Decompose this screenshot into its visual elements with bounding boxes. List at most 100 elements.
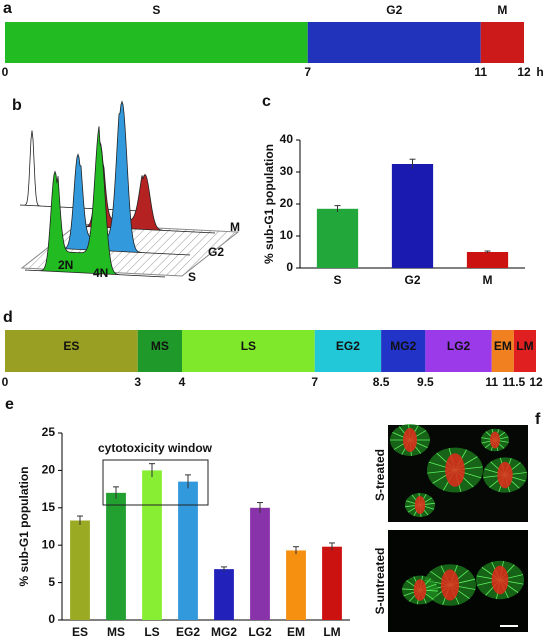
phase-segment (491, 330, 514, 372)
chromosome (497, 461, 513, 489)
chromosome (440, 569, 460, 601)
phase-label: LS (241, 339, 256, 353)
phase-segment (5, 330, 138, 372)
panel-label: d (3, 309, 13, 326)
phase-label: MS (151, 339, 169, 353)
bar (322, 546, 342, 620)
bar (466, 252, 509, 268)
y-tick-label: 0 (48, 612, 55, 626)
y-axis-label: % sub-G1 population (262, 144, 276, 264)
bar (391, 164, 434, 268)
annotation: cytotoxicity window (98, 441, 213, 455)
chromosome (414, 496, 426, 514)
chromosome (413, 579, 427, 601)
bar (250, 507, 270, 620)
bar (214, 569, 234, 620)
y-tick-label: 20 (42, 463, 56, 477)
bar (316, 208, 359, 268)
x-tick-label: 12 (517, 65, 531, 79)
annotation-box: cytotoxicity window (98, 441, 213, 506)
x-tick-label: 8.5 (373, 375, 390, 389)
image-label: S-treated (373, 449, 387, 501)
y-tick-label: 40 (280, 132, 294, 146)
y-tick-label: 25 (42, 425, 56, 439)
phase-label: G2 (386, 3, 402, 17)
chromosome (491, 565, 509, 595)
x-tick-label: LG2 (248, 625, 272, 637)
phase-label: LM (516, 339, 533, 353)
bar (142, 470, 162, 620)
x-tick-label: ES (72, 625, 88, 637)
panel-label: f (535, 411, 541, 428)
flow-histogram: b M G2 S 2N 4N (12, 97, 240, 284)
chromosome (445, 453, 465, 487)
phase-label: ES (63, 339, 79, 353)
x-tick-label: 12 (529, 375, 543, 389)
phase-label: MG2 (390, 339, 416, 353)
bar (106, 492, 126, 620)
axis-label: M (230, 220, 240, 234)
histogram-layer (24, 126, 166, 278)
phase-segment (182, 330, 315, 372)
axis-label: S (188, 270, 196, 284)
chromosome (403, 428, 417, 452)
x-tick-label: 11 (485, 375, 498, 389)
x-tick-label: LM (323, 625, 340, 637)
y-tick-label: 20 (280, 196, 294, 210)
x-tick-label: 3 (134, 375, 141, 389)
phase-segment (513, 330, 536, 372)
x-tick-label: 11 (474, 65, 487, 79)
x-tick-label: 0 (2, 65, 9, 79)
x-tick-label: 4 (179, 375, 186, 389)
x-tick-label: 0 (2, 375, 9, 389)
y-tick-label: 10 (280, 228, 294, 242)
y-tick-label: 5 (48, 575, 55, 589)
image-label: S-untreated (373, 548, 387, 615)
phase-label: M (497, 3, 507, 17)
y-tick-label: 10 (42, 537, 56, 551)
y-axis-label: % sub-G1 population (17, 467, 31, 587)
x-tick-label: EM (287, 625, 305, 637)
x-tick-label: 7 (311, 375, 318, 389)
axis-label: G2 (208, 245, 224, 259)
phase-label: S (152, 3, 160, 17)
x-tick-label: M (483, 273, 493, 287)
x-tick-label: EG2 (176, 625, 200, 637)
phase-segment (425, 330, 492, 372)
bar (70, 520, 90, 620)
bar (178, 481, 198, 620)
x-tick-label: MG2 (211, 625, 237, 637)
chromosome (490, 431, 500, 449)
panel-label: c (262, 93, 271, 110)
x-tick-label: MS (107, 625, 125, 637)
histogram-layer (49, 100, 191, 256)
x-tick-label: 9.5 (417, 375, 434, 389)
phase-segment (137, 330, 182, 372)
x-tick-label: 11.5 (503, 375, 526, 389)
phase-label: EM (494, 339, 512, 353)
window-box (102, 459, 209, 506)
phase-segment (5, 22, 308, 63)
bar (286, 550, 306, 620)
x-tick-label: 7 (304, 65, 311, 79)
y-tick-label: 0 (286, 260, 293, 274)
peak-label: 2N (58, 258, 73, 272)
x-tick-label: LS (144, 625, 159, 637)
histogram-layer (19, 130, 151, 212)
phase-segment (381, 330, 426, 372)
panel-label: a (3, 0, 12, 17)
phase-segment (480, 22, 524, 63)
micrographs: f S-treated S-untreated (373, 411, 541, 632)
panel-label: e (5, 396, 14, 413)
y-tick-label: 30 (280, 164, 294, 178)
panel-label: b (12, 97, 22, 114)
peak-label: 4N (93, 266, 108, 280)
phase-label: EG2 (336, 339, 360, 353)
phase-segment (314, 330, 382, 372)
phase-segment (307, 22, 481, 63)
x-tick-label: G2 (404, 273, 420, 287)
phase-label: LG2 (447, 339, 471, 353)
y-tick-label: 15 (42, 500, 56, 514)
unit-label: h (536, 65, 543, 79)
